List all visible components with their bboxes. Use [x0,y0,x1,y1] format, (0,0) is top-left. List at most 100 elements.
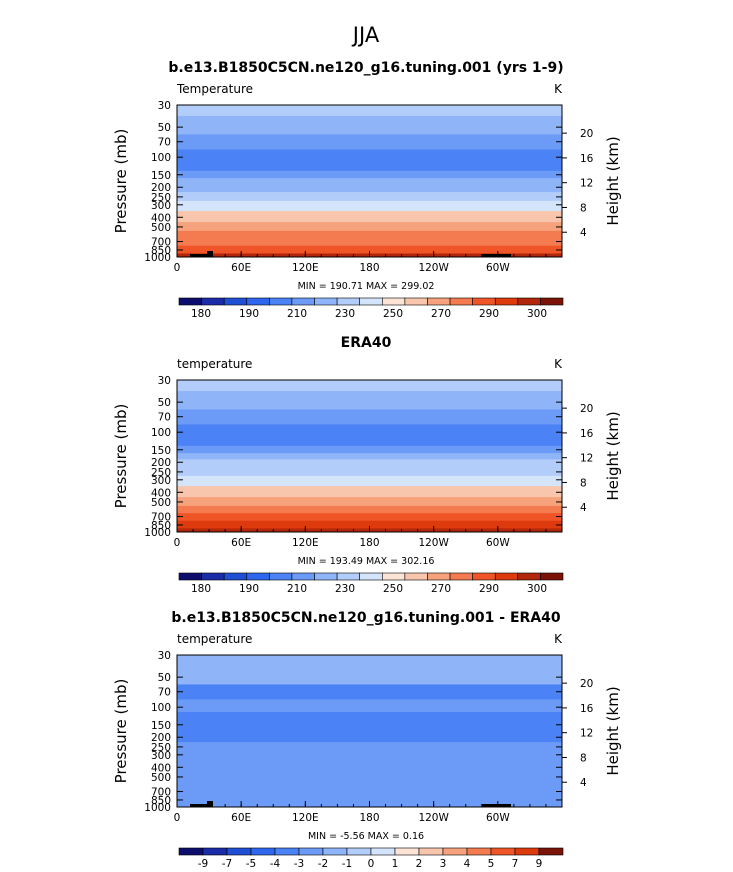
colorbar-swatch [269,297,293,306]
panel-3-units: K [554,632,563,646]
x-tick-label: 180 [359,537,379,549]
y2-tick-label: 8 [580,477,587,489]
figure-title: JJA [351,23,380,47]
contour-band [177,134,562,150]
colorbar-swatch [404,572,428,581]
contour-band [177,162,562,172]
colorbar-swatch [490,847,516,856]
panel-2-units: K [554,357,563,371]
panel-1-variable: Temperature [176,82,253,96]
contour-band [177,475,562,487]
contour-band [177,149,562,163]
y-tick-label: 700 [151,787,171,799]
colorbar-swatch [336,297,361,306]
panel-3-colorbar: -9 -7 -5 -4 -3 -2 -1 0 1 2 3 4 5 7 9 [178,847,564,870]
contour-band [177,437,562,447]
y-tick-label: 1000 [144,802,171,814]
contour-band [177,192,562,202]
contour-band [177,655,562,667]
y-tick-label: 250 [151,192,171,204]
y-axis-title: Pressure (mb) [112,679,130,784]
y-tick-label: 200 [151,182,171,194]
y2-tick-label: 8 [580,752,587,764]
colorbar-label: 230 [335,583,355,595]
colorbar-swatch [322,847,348,856]
y-axis-title: Pressure (mb) [112,404,130,509]
contour-band [177,105,562,117]
colorbar-swatch [201,572,225,581]
contour-band [177,200,562,212]
colorbar-label: -4 [270,858,281,870]
colorbar-swatch [517,297,541,306]
colorbar-swatch [418,847,444,856]
contour-band [177,784,562,797]
y-tick-label: 30 [158,100,171,112]
panel-2-colorbar: 180 190 210 230 250 270 290 300 [178,572,564,595]
y-tick-label: 70 [158,687,171,699]
colorbar-swatch [427,572,451,581]
colorbar-swatch [178,847,204,856]
y2-tick-label: 20 [580,403,593,415]
y2-axis-title: Height (km) [604,136,622,225]
colorbar-label: 250 [383,583,403,595]
x-tick-label: 0 [174,262,181,274]
topography-mask [207,801,213,807]
y-tick-label: 300 [151,750,171,762]
contour-band [177,795,562,804]
y-tick-label: 50 [158,397,171,409]
contour-band [177,116,562,135]
x-tick-label: 60E [231,262,251,274]
colorbar-label: -1 [342,858,352,870]
colorbar-label: 190 [239,583,259,595]
contour-band [177,424,562,438]
colorbar-swatch [538,847,564,856]
contour-band [177,731,562,743]
y-tick-label: 400 [151,762,171,774]
y-tick-label: 100 [151,152,171,164]
topography-mask [190,804,207,807]
y-tick-label: 250 [151,742,171,754]
colorbar-swatch [514,847,540,856]
contour-band [177,445,562,454]
colorbar-swatch [472,297,496,306]
x-tick-label: 60W [486,262,510,274]
y-tick-label: 1000 [144,252,171,264]
contour-band [177,245,562,254]
y2-tick-label: 4 [580,777,587,789]
colorbar-label: 180 [191,583,211,595]
y-tick-label: 200 [151,732,171,744]
colorbar-swatch [314,297,338,306]
y2-tick-label: 12 [580,178,593,190]
colorbar-label: 180 [191,308,211,320]
x-tick-label: 60W [486,537,510,549]
x-tick-label: 180 [359,812,379,824]
colorbar-swatch [226,847,252,856]
contour-band [177,497,562,507]
y2-tick-label: 12 [580,728,593,740]
contour-band [177,761,562,773]
y2-tick-label: 12 [580,453,593,465]
colorbar-swatch [223,297,248,306]
contour-band [177,520,562,529]
colorbar-swatch [494,572,519,581]
colorbar-swatch [427,297,451,306]
colorbar-label: 230 [335,308,355,320]
contour-band [177,409,562,425]
contour-band [177,222,562,232]
y2-tick-label: 16 [580,428,594,440]
colorbar-swatch [201,297,225,306]
y-tick-label: 400 [151,487,171,499]
panel-3-variable: temperature [177,632,252,646]
colorbar-swatch [449,297,473,306]
x-tick-label: 120E [292,812,319,824]
y-tick-label: 300 [151,200,171,212]
colorbar-swatch [381,297,406,306]
y-tick-label: 500 [151,222,171,234]
colorbar-swatch [291,297,315,306]
y-tick-label: 100 [151,427,171,439]
y-tick-label: 30 [158,375,171,387]
y-tick-label: 300 [151,475,171,487]
contour-band [177,750,562,762]
